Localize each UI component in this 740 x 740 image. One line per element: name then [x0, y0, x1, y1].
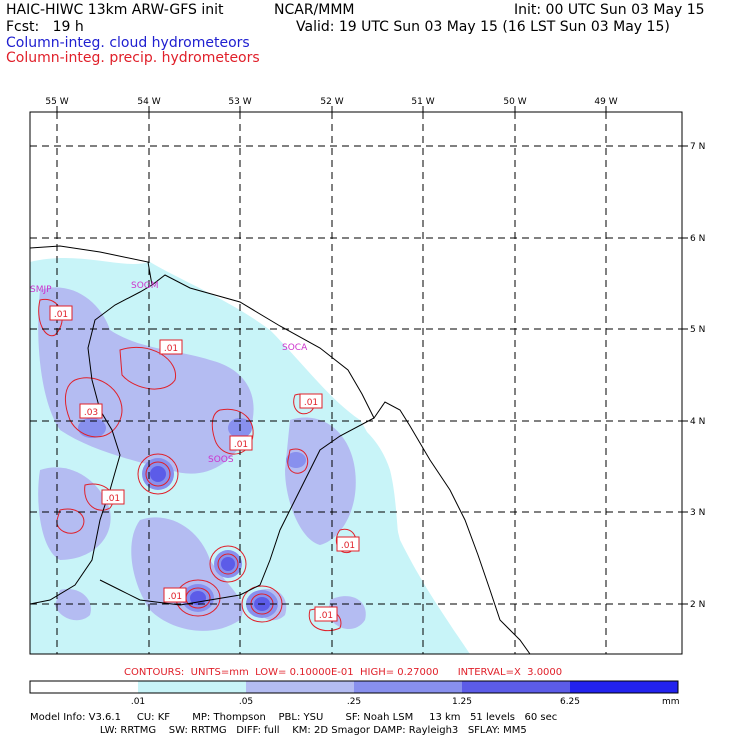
svg-text:.01: .01	[319, 611, 333, 621]
station-label: SOCA	[282, 343, 308, 353]
field-precip-label: Column-integ. precip. hydrometeors	[6, 50, 260, 66]
org-label: NCAR/MMM	[274, 2, 355, 18]
coastline	[30, 245, 531, 654]
station-label: SMJP	[30, 285, 52, 295]
contour-info: CONTOURS: UNITS=mm LOW= 0.10000E-01 HIGH…	[124, 667, 563, 678]
contour-label: .01	[49, 305, 73, 321]
lat-label: 6 N	[690, 234, 705, 244]
lat-labels: 7 N 6 N 5 N 4 N 3 N 2 N	[690, 142, 705, 610]
station-label: SOGM	[131, 281, 159, 291]
lat-label: 2 N	[690, 600, 705, 610]
contour-label: .03	[79, 403, 103, 419]
contour-label: .01	[314, 606, 338, 622]
colorbar-tick: .01	[131, 697, 145, 707]
svg-text:.01: .01	[106, 494, 120, 504]
lat-label: 3 N	[690, 508, 705, 518]
contour-label: .01	[229, 435, 253, 451]
contour-label: .01	[101, 489, 125, 505]
lon-label: 51 W	[411, 97, 434, 107]
svg-text:.01: .01	[304, 398, 318, 408]
shaded-field	[30, 258, 470, 654]
axis-ticks	[56, 106, 688, 605]
colorbar-tick: 6.25	[560, 697, 580, 707]
init-time: Init: 00 UTC Sun 03 May 15	[514, 2, 705, 18]
svg-text:.03: .03	[84, 408, 98, 418]
model-title: HAIC-HIWC 13km ARW-GFS init	[6, 2, 224, 18]
colorbar: .01 .05 .25 1.25 6.25 mm	[29, 680, 680, 707]
lat-label: 4 N	[690, 417, 705, 427]
lon-label: 55 W	[45, 97, 68, 107]
colorbar-tick: .05	[239, 697, 253, 707]
svg-text:.01: .01	[341, 541, 355, 551]
svg-text:.01: .01	[164, 344, 178, 354]
lat-label: 7 N	[690, 142, 705, 152]
lat-label: 5 N	[690, 325, 705, 335]
lon-label: 53 W	[228, 97, 251, 107]
model-info-line1: Model Info: V3.6.1 CU: KF MP: Thompson P…	[30, 712, 558, 723]
model-info-line2: LW: RRTMG SW: RRTMG DIFF: full KM: 2D Sm…	[30, 725, 527, 736]
colorbar-unit: mm	[662, 697, 680, 707]
svg-text:.01: .01	[54, 310, 68, 320]
lon-label: 54 W	[137, 97, 160, 107]
colorbar-tick: .25	[347, 697, 361, 707]
lon-label: 50 W	[503, 97, 526, 107]
plot-frame	[29, 111, 683, 655]
contour-label: .01	[163, 587, 187, 603]
forecast-hour: Fcst: 19 h	[6, 19, 84, 35]
contour-label: .01	[299, 393, 323, 409]
contour-label: .01	[159, 339, 183, 355]
svg-text:.01: .01	[234, 440, 248, 450]
svg-text:.01: .01	[168, 592, 182, 602]
lon-label: 49 W	[594, 97, 617, 107]
lon-labels: 55 W 54 W 53 W 52 W 51 W 50 W 49 W	[45, 97, 617, 107]
colorbar-tick: 1.25	[452, 697, 472, 707]
contour-label: .01	[336, 536, 360, 552]
station-label: SOOS	[208, 455, 234, 465]
valid-time: Valid: 19 UTC Sun 03 May 15 (16 LST Sun …	[296, 19, 670, 35]
graticule	[30, 112, 682, 654]
field-cloud-label: Column-integ. cloud hydrometeors	[6, 35, 250, 51]
lon-label: 52 W	[320, 97, 343, 107]
